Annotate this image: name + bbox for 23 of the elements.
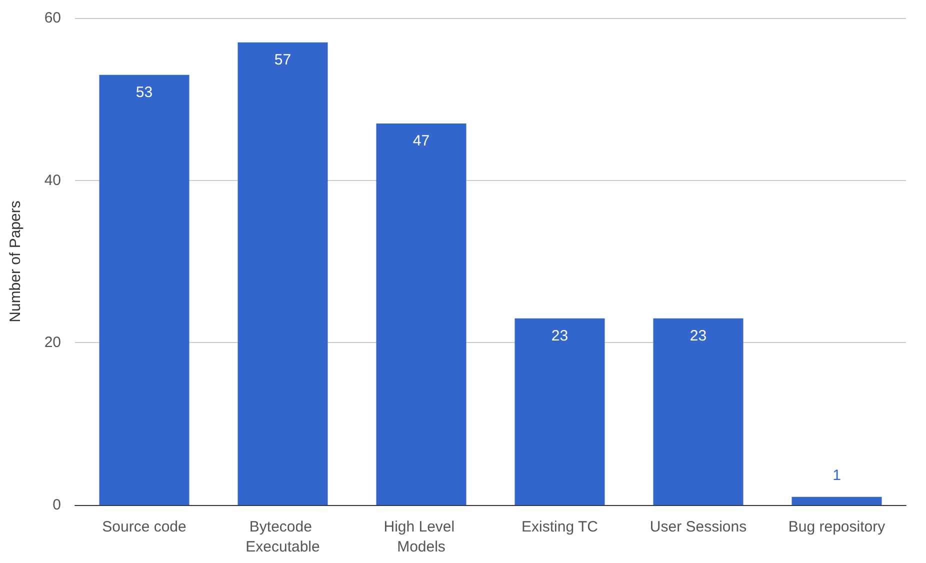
bar bbox=[792, 496, 882, 505]
x-tick-label: Bytecode Executable bbox=[246, 518, 320, 556]
data-label: 1 bbox=[832, 466, 841, 484]
x-tick-label: User Sessions bbox=[650, 518, 747, 536]
data-label: 57 bbox=[274, 51, 292, 68]
bar bbox=[514, 318, 605, 505]
y-tick-label: 20 bbox=[44, 334, 61, 352]
x-tick-label: Existing TC bbox=[522, 518, 598, 536]
bar bbox=[99, 74, 190, 505]
bar bbox=[238, 42, 328, 505]
y-tick-label: 60 bbox=[44, 10, 61, 26]
x-tick-label: High Level Models bbox=[384, 518, 459, 556]
x-tick-label: Bug repository bbox=[788, 518, 886, 536]
bar bbox=[376, 124, 466, 505]
y-tick-label: 40 bbox=[44, 172, 61, 189]
bar bbox=[653, 318, 744, 505]
data-label: 23 bbox=[690, 327, 707, 344]
y-axis-title: Number of Papers bbox=[7, 200, 24, 322]
data-label: 53 bbox=[136, 84, 153, 101]
y-tick-label: 0 bbox=[52, 496, 61, 514]
data-label: 23 bbox=[551, 327, 568, 344]
x-tick-label: Source code bbox=[102, 518, 186, 536]
data-label: 47 bbox=[412, 132, 430, 150]
